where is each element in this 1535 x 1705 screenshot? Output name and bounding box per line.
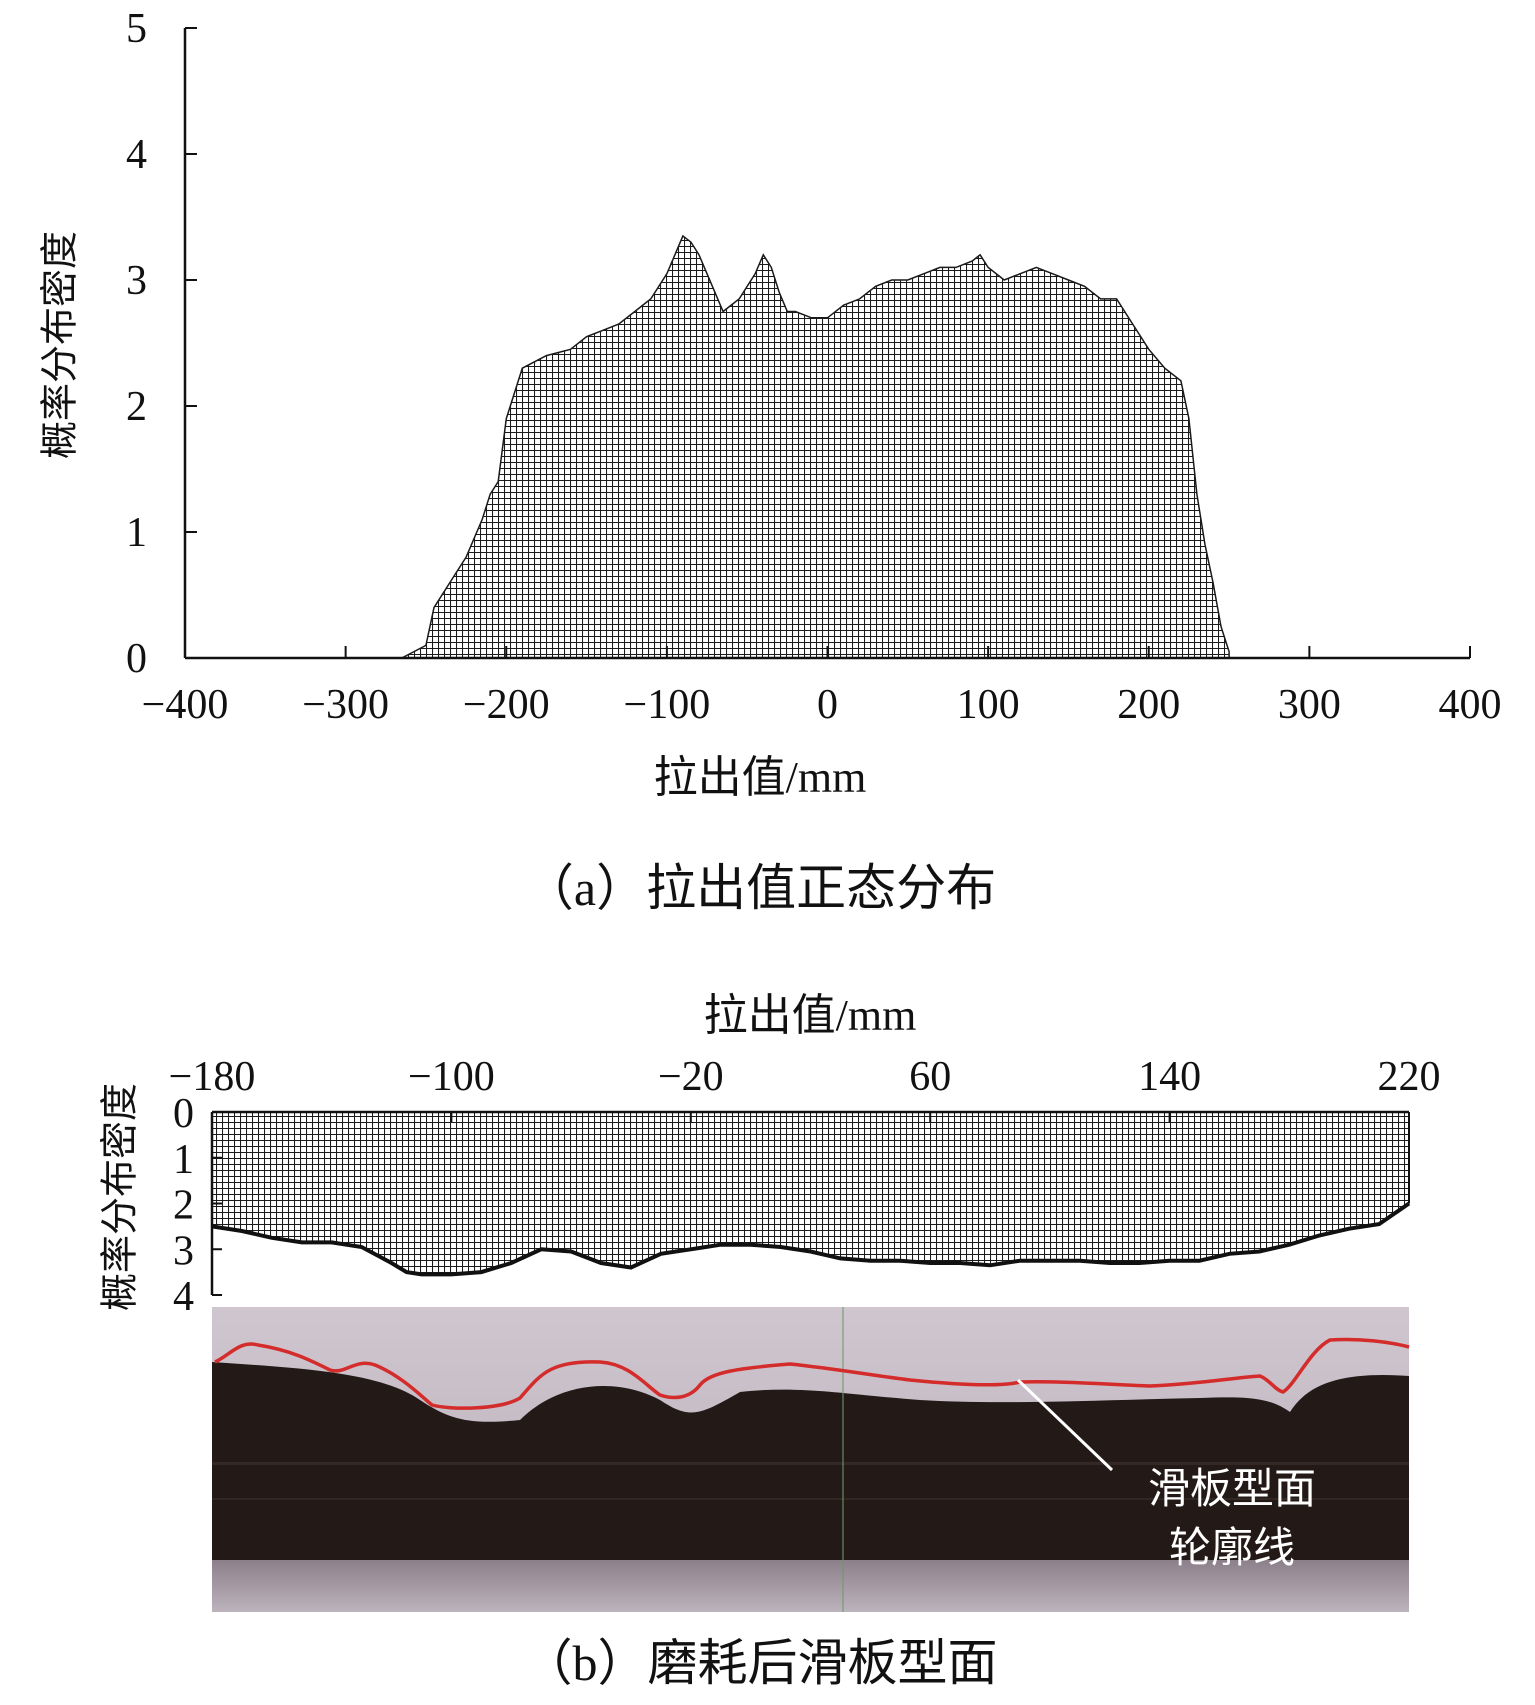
chart-b-x-tick-label: 140: [1138, 1054, 1201, 1100]
chart-a-x-tick-label: −100: [624, 682, 711, 728]
chart-a-y-tick-label: 3: [126, 258, 147, 304]
chart-a-y-tick-label: 0: [126, 636, 147, 682]
chart-a-y-tick-label: 4: [126, 132, 147, 178]
chart-b-x-tick-label: 220: [1378, 1054, 1441, 1100]
chart-b-x-tick-label: −100: [408, 1054, 495, 1100]
chart-b-y-tick-label: 3: [173, 1228, 194, 1274]
label-leader-line: [1016, 1378, 1114, 1472]
chart-a-y-tick-label: 1: [126, 510, 147, 556]
chart-a-x-tick-label: 0: [817, 682, 838, 728]
chart-a-x-tick-label: −300: [302, 682, 389, 728]
chart-a-x-tick-label: −400: [142, 682, 229, 728]
chart-a-x-axis-label: 拉出值/mm: [654, 753, 867, 802]
strip-photo: 滑板型面 轮廓线: [212, 1307, 1410, 1612]
chart-b-wear-edge: [211, 1201, 1411, 1277]
chart-a-density-area: [401, 234, 1230, 659]
chart-b-x-axis-label: 拉出值/mm: [704, 991, 917, 1040]
chart-a-x-tick-label: −200: [463, 682, 550, 728]
chart-b-wear-area: [212, 1112, 1409, 1275]
chart-b-x-tick-label: −180: [169, 1054, 256, 1100]
chart-a-x-tick-label: 200: [1117, 682, 1180, 728]
chart-b-y-tick-label: 0: [173, 1091, 194, 1137]
chart-b-y-tick-label: 4: [173, 1274, 194, 1320]
chart-a-y-tick-label: 5: [126, 6, 147, 52]
chart-b-caption: （b）磨耗后滑板型面: [523, 1635, 998, 1691]
contour-label-line2: 轮廓线: [1169, 1523, 1295, 1572]
chart-a-x-tick-label: 400: [1439, 682, 1502, 728]
chart-b-x-tick-label: −20: [658, 1054, 724, 1100]
contour-label-line1: 滑板型面: [1148, 1464, 1316, 1513]
chart-a-y-tick-label: 2: [126, 384, 147, 430]
chart-b-y-tick-label: 2: [173, 1183, 194, 1229]
strip-contour-line: [214, 1337, 1410, 1410]
chart-a-y-axis-label: 概率分布密度: [38, 231, 82, 459]
chart-a-x-tick-label: 100: [957, 682, 1020, 728]
chart-b-y-axis-label: 概率分布密度: [98, 1083, 142, 1311]
chart-a-caption: （a）拉出值正态分布: [524, 860, 996, 916]
chart-b-y-tick-label: 1: [173, 1137, 194, 1183]
chart-a: 概率分布密度 −400 −300 −200 −100 0 100 200 300 400 0 1 2 3…: [38, 6, 1502, 916]
chart-a-x-tick-label: 300: [1278, 682, 1341, 728]
chart-b-x-tick-label: 60: [909, 1054, 951, 1100]
